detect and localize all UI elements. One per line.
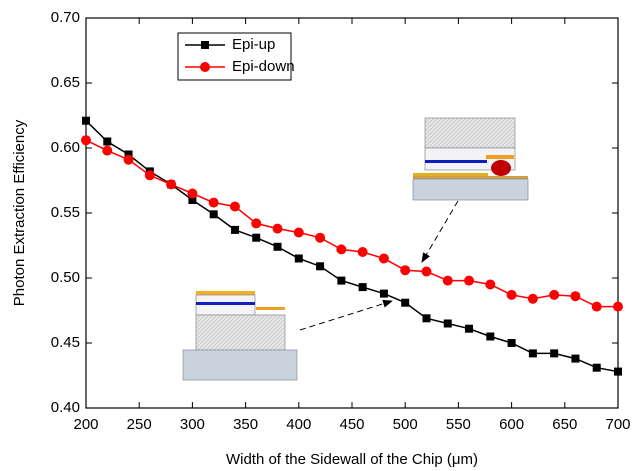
point [506,289,517,300]
y-tick-label: 0.60 [51,139,80,156]
point [527,293,538,304]
point [103,137,112,146]
legend-label: Epi-down [232,58,295,75]
arrow [421,200,459,263]
x-tick-label: 650 [552,416,577,433]
point [421,266,432,277]
point [273,242,282,251]
point [571,354,580,363]
x-tick-label: 500 [393,416,418,433]
point [465,324,474,333]
x-tick-label: 700 [605,416,630,433]
series-line [85,120,619,373]
point [166,179,177,190]
point [251,218,262,229]
inset-epi-down [412,117,529,201]
point [613,301,623,312]
point [315,232,326,243]
point [401,298,410,307]
point [358,283,367,292]
point [82,116,90,125]
arrow [299,299,393,331]
point [252,233,261,242]
point [422,314,431,323]
point [507,339,516,347]
point [570,291,581,302]
series-line [85,139,618,308]
point [293,227,304,238]
point [208,197,219,208]
point [443,319,452,328]
legend: Epi-up Epi-down [177,32,295,81]
point [124,150,133,159]
x-tick-label: 350 [233,416,258,433]
y-axis-label: Photon Extraction Efficiency [11,119,28,306]
x-tick-label: 450 [339,416,364,433]
point [614,367,622,376]
point [528,349,537,358]
point [378,253,389,264]
x-axis-label: Width of the Sidewall of the Chip (μm) [226,451,478,468]
point [187,188,198,199]
x-tick-label: 200 [73,416,98,433]
inset-epi-up [182,291,298,381]
point [272,223,283,234]
point [591,301,602,312]
point [357,247,368,257]
x-tick-label: 550 [446,416,471,433]
point [337,276,346,285]
legend-marker [201,41,209,49]
y-tick-label: 0.65 [51,74,80,91]
point [144,170,155,181]
point [123,154,134,165]
x-tick-label: 300 [180,416,205,433]
x-tick-label: 400 [286,416,311,433]
point [229,201,240,212]
point [486,332,495,341]
point [81,135,91,146]
point [188,196,197,204]
plot-frame [85,17,619,409]
legend-label: Epi-up [232,36,275,53]
point [464,275,475,286]
point [442,275,453,286]
y-tick-label: 0.45 [51,334,80,351]
point [549,289,560,300]
point [485,279,496,290]
point [592,363,601,372]
y-tick-label: 0.40 [51,399,80,416]
y-tick-label: 0.50 [51,269,80,286]
point [550,349,559,358]
y-tick-label: 0.70 [51,9,80,26]
point [294,254,303,263]
y-tick-label: 0.55 [51,204,80,221]
legend-marker [200,62,210,72]
point [336,244,347,255]
point [400,265,411,276]
point [209,210,218,219]
x-tick-label: 600 [499,416,524,433]
point [316,262,325,271]
x-tick-label: 250 [127,416,152,433]
point [230,225,239,234]
point [379,289,388,298]
point [102,145,113,156]
